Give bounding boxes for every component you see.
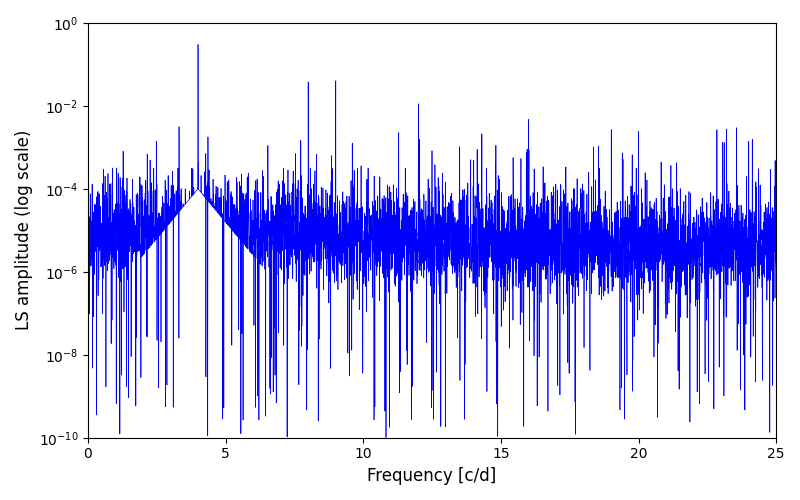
X-axis label: Frequency [c/d]: Frequency [c/d] (367, 467, 497, 485)
Y-axis label: LS amplitude (log scale): LS amplitude (log scale) (15, 130, 33, 330)
